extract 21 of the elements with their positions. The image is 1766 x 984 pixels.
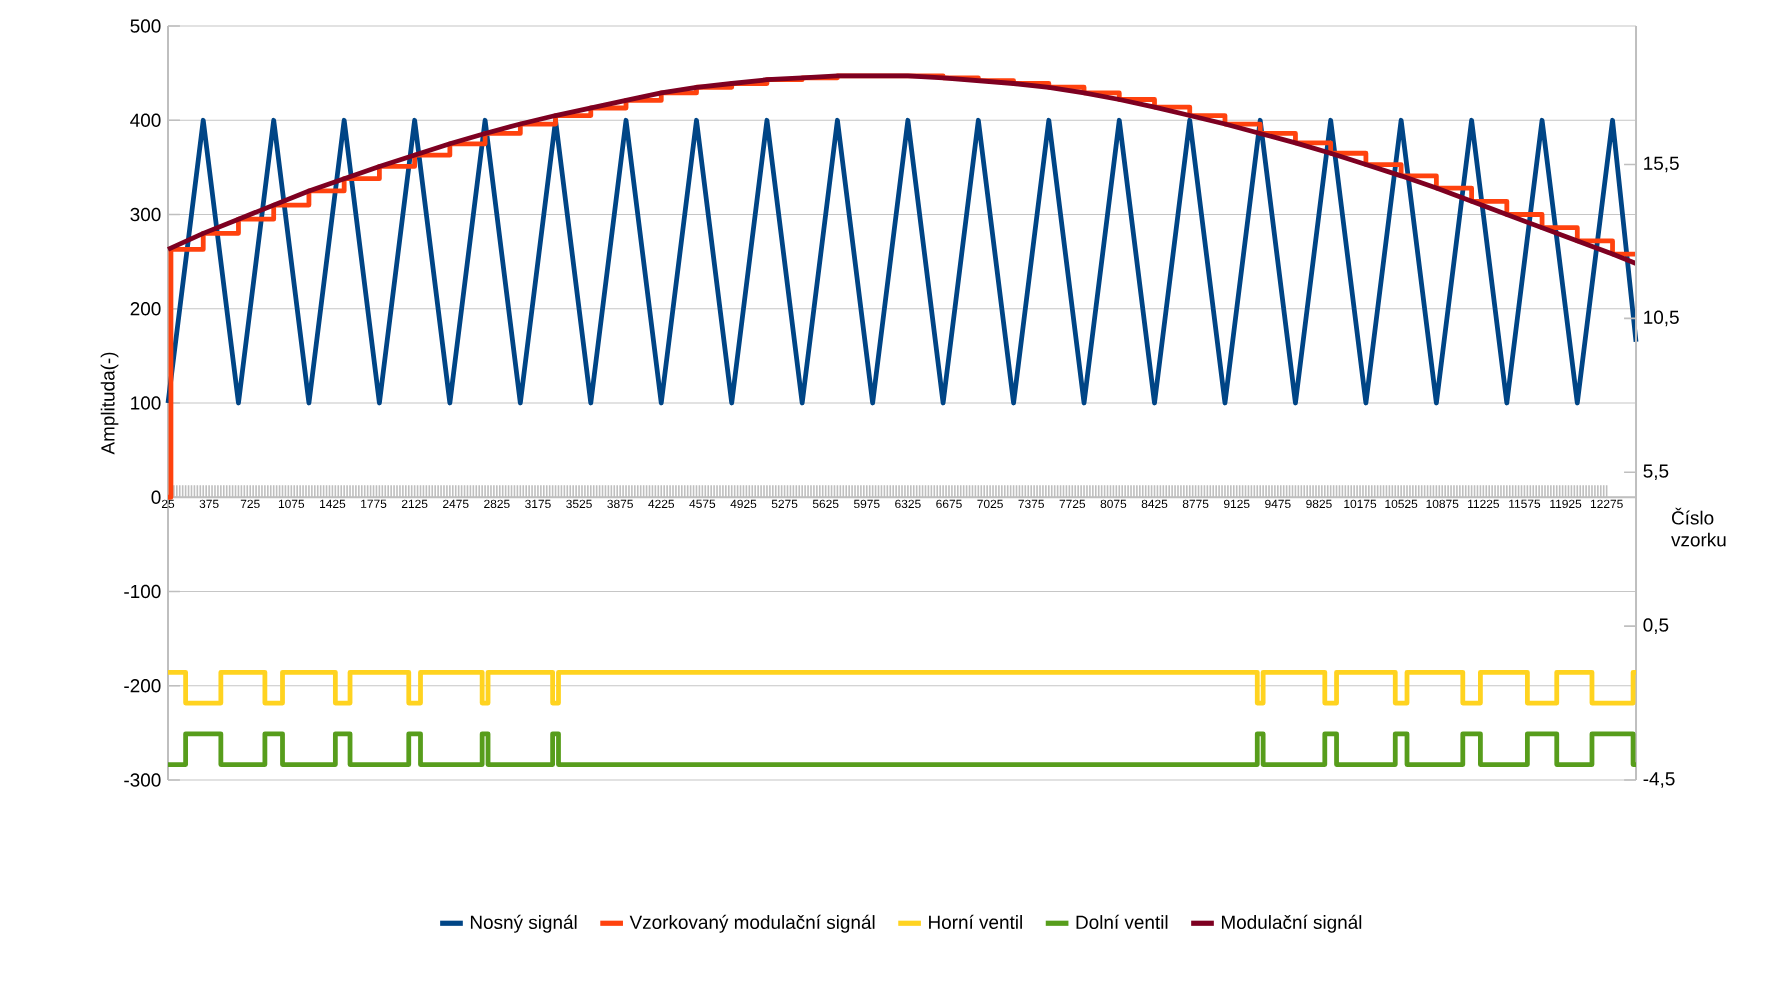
legend-label: Nosný signál [470, 914, 577, 933]
y-tick-label: 500 [130, 19, 161, 33]
y2-tick-label: 15,5 [1644, 156, 1679, 173]
legend-label: Horní ventil [929, 914, 1022, 929]
y-tick-label: -300 [124, 773, 161, 787]
y2-tick-label: 10,5 [1644, 310, 1679, 327]
y-tick-label: -100 [124, 584, 161, 599]
legend-label: Modulační signál [1221, 914, 1362, 933]
y-tick-label: -200 [124, 679, 161, 693]
y-tick-label: 0 [151, 490, 161, 504]
y-tick-label: 200 [130, 302, 161, 316]
y-tick-label: 400 [130, 113, 161, 127]
legend-label: Dolní ventil [1076, 914, 1168, 929]
y-tick-label: 300 [130, 207, 161, 222]
x-axis-title: Číslo vzorku [1671, 507, 1726, 547]
y-axis-title: Amplituda(-) [100, 352, 119, 455]
y2-tick-label: 5,5 [1643, 464, 1669, 480]
y-tick-label: 100 [131, 396, 161, 410]
y2-tick-label: 0,5 [1643, 618, 1669, 634]
y2-tick-label: -4,5 [1643, 772, 1675, 788]
legend-label: Vzorkovaný modulační signál [629, 914, 875, 933]
